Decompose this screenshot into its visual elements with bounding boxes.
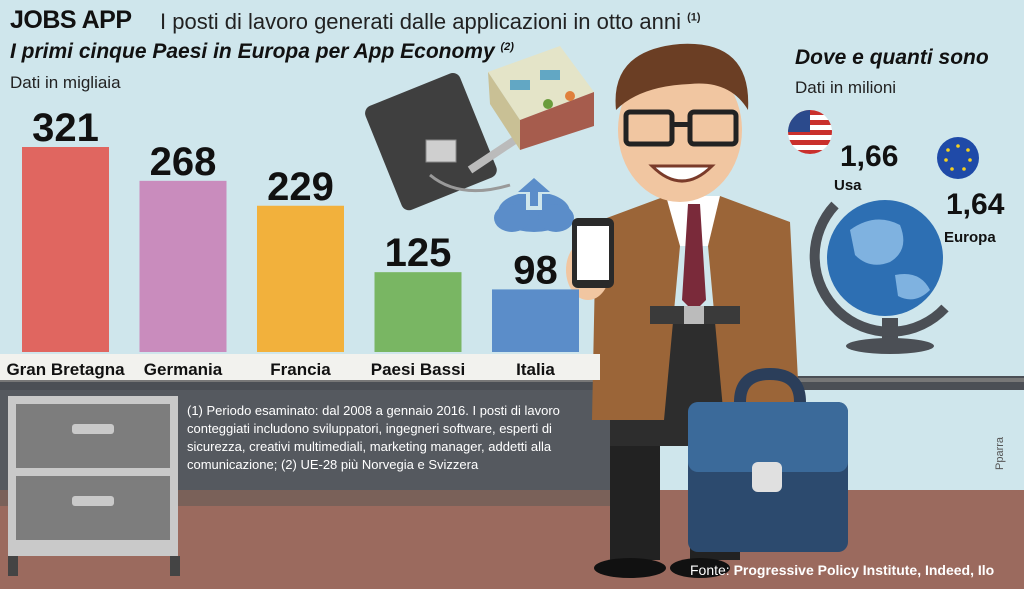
bar-francia <box>257 205 344 352</box>
footnote: (1) Periodo esaminato: dal 2008 a gennai… <box>187 403 560 472</box>
chart-title-text: I primi cinque Paesi in Europa per App E… <box>10 40 495 63</box>
briefcase-icon <box>688 367 848 552</box>
value-label-gran-bretagna: 321 <box>32 106 99 150</box>
cloud-upload-icon <box>494 172 574 232</box>
source-prefix: Fonte: <box>690 562 730 578</box>
headline: I posti di lavoro generati dalle applica… <box>160 9 701 35</box>
side-panel-units: Dati in milioni <box>795 78 897 97</box>
value-label-italia: 98 <box>513 248 558 292</box>
usa-value: 1,66 <box>840 140 899 173</box>
drawer-cabinet-icon <box>8 396 180 576</box>
usa-label: Usa <box>834 177 862 194</box>
source-line: Fonte: Progressive Policy Institute, Ind… <box>690 562 994 578</box>
source-text: Progressive Policy Institute, Indeed, Il… <box>733 562 995 578</box>
headline-text: I posti di lavoro generati dalle applica… <box>160 9 681 34</box>
value-label-francia: 229 <box>267 165 334 209</box>
bars-layer <box>22 147 579 352</box>
office-room-icon <box>488 46 594 150</box>
europe-label: Europa <box>944 229 996 246</box>
chart-title: I primi cinque Paesi in Europa per App E… <box>10 40 514 64</box>
category-label-gran-bretagna: Gran Bretagna <box>6 360 125 379</box>
tick-labels-layer: Gran Bretagna Germania Francia Paesi Bassi I… <box>6 360 555 379</box>
credit: Pparra <box>994 436 1006 470</box>
bar-italia <box>492 289 579 352</box>
globe-icon <box>809 200 949 354</box>
tablet-cover-icon <box>365 73 533 211</box>
category-label-germania: Germania <box>144 360 223 379</box>
category-label-italia: Italia <box>516 360 555 379</box>
value-labels-layer: 321 268 229 125 98 <box>32 106 558 292</box>
europe-value: 1,64 <box>946 188 1005 221</box>
category-strip <box>0 354 600 380</box>
chart-title-note: (2) <box>500 41 514 53</box>
category-label-paesi-bassi: Paesi Bassi <box>371 360 466 379</box>
value-label-germania: 268 <box>150 140 217 184</box>
smartphone-icon <box>572 218 614 288</box>
bar-paesi-bassi <box>374 272 462 352</box>
chart-units: Dati in migliaia <box>10 73 121 92</box>
value-label-paesi-bassi: 125 <box>385 231 452 275</box>
brand-title: JOBS APP <box>10 6 132 34</box>
bar-gran-bretagna <box>22 147 109 352</box>
headline-note: (1) <box>687 11 701 24</box>
usa-flag-icon <box>788 110 832 154</box>
eu-flag-icon <box>937 137 979 179</box>
bar-germania <box>139 180 227 352</box>
category-label-francia: Francia <box>270 360 331 379</box>
side-panel-title: Dove e quanti sono <box>795 46 989 69</box>
